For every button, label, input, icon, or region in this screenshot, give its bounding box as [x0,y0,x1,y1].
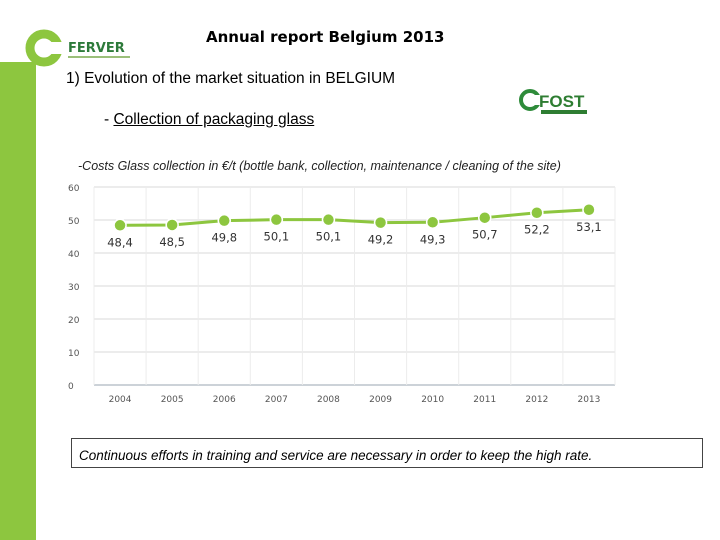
cost-line-chart: 0 10 20 30 40 50 60 2004 2005 2006 2007 2008 2009 20… [68,184,616,405]
data-point [269,212,284,227]
data-point [321,212,336,227]
section-title: 1) Evolution of the market situation in … [66,70,396,87]
x-tick-label: 2010 [421,395,444,405]
y-tick-label: 60 [68,184,80,194]
ferver-logo: FERVER [25,29,130,67]
report-title: Annual report Belgium 2013 [206,28,445,46]
data-label: 48,4 [107,235,133,249]
data-point [373,215,388,230]
y-tick-label: 20 [68,316,80,326]
data-label: 48,5 [159,235,185,249]
data-label: 52,2 [524,223,550,237]
y-tick-label: 50 [68,217,80,227]
y-tick-label: 30 [68,283,80,293]
data-point [113,218,127,233]
x-tick-label: 2007 [265,395,288,405]
data-label: 50,7 [472,228,498,242]
y-tick-label: 0 [68,382,74,392]
x-tick-label: 2013 [577,395,600,405]
ferver-logo-text: FERVER [68,41,125,56]
sub-title: - Collection of packaging glass [104,111,314,129]
x-tick-label: 2009 [369,395,392,405]
data-point [217,213,231,228]
data-point [478,210,492,225]
y-tick-label: 10 [68,349,80,359]
chart-title: -Costs Glass collection in €/t (bottle b… [78,159,561,173]
fost-logo-text: FOST [539,92,585,111]
sub-title-prefix: - [104,111,114,128]
data-label: 50,1 [264,230,290,244]
x-tick-label: 2005 [161,395,184,405]
data-point [425,215,440,230]
x-tick-label: 2006 [213,395,236,405]
data-point [530,205,544,220]
fost-logo: FOST [519,89,587,114]
x-tick-label: 2008 [317,395,340,405]
sub-title-text: Collection of packaging glass [113,111,315,128]
data-label: 50,1 [316,230,342,244]
data-label: 53,1 [576,220,602,234]
x-tick-label: 2011 [473,395,496,405]
data-point [165,218,179,232]
side-accent-bar [0,62,36,540]
conclusion-note: Continuous efforts in training and servi… [71,438,703,468]
data-point [582,203,596,217]
data-label: 49,3 [420,232,446,246]
series-line [120,208,590,227]
data-label: 49,8 [211,231,237,245]
x-tick-label: 2012 [525,395,548,405]
data-label: 49,2 [368,233,394,247]
y-tick-label: 40 [68,250,80,260]
x-tick-label: 2004 [109,395,132,405]
